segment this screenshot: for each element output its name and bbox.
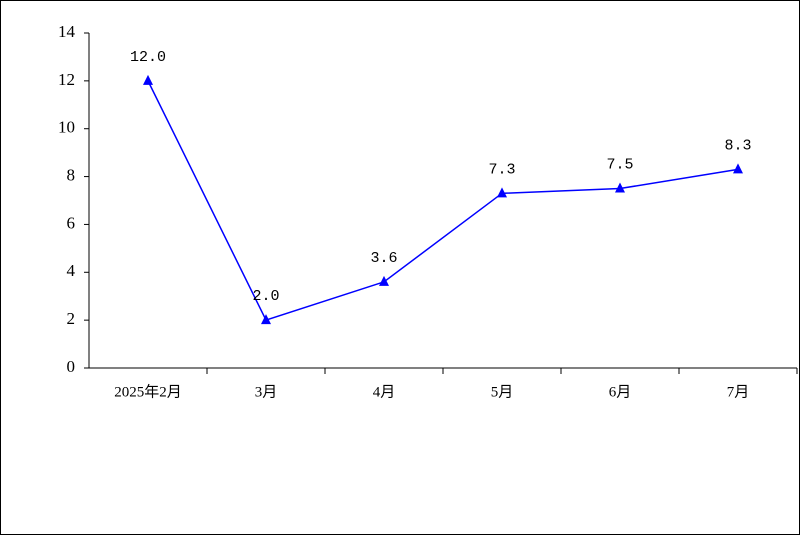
line — [147, 80, 739, 322]
x-tick-label: 7月 — [727, 384, 750, 400]
y-tick-label: 10 — [58, 118, 75, 137]
y-tick-label: 12 — [58, 70, 75, 89]
marker — [261, 314, 271, 325]
marker — [615, 182, 625, 193]
y-tick-label: 0 — [67, 357, 76, 376]
marker — [497, 187, 507, 198]
y-tick-label: 2 — [67, 309, 76, 328]
marker — [143, 74, 153, 85]
y-tick-label: 4 — [67, 261, 76, 280]
data-label: 7.3 — [488, 161, 515, 178]
data-label: 8.3 — [724, 137, 751, 154]
marker — [733, 163, 743, 174]
x-tick-label: 6月 — [609, 384, 632, 400]
data-label: 3.6 — [370, 250, 397, 267]
x-tick-label: 5月 — [491, 384, 514, 400]
y-tick-label: 8 — [67, 165, 76, 184]
data-label: 2.0 — [252, 288, 279, 305]
data-label: 12.0 — [130, 49, 166, 66]
y-tick-label: 6 — [67, 213, 76, 232]
data-label: 7.5 — [606, 157, 633, 174]
x-tick-label: 2025年2月 — [114, 383, 182, 400]
y-tick-label: 14 — [58, 22, 76, 41]
x-tick-label: 4月 — [373, 384, 396, 400]
x-tick-label: 3月 — [255, 384, 278, 400]
marker — [379, 275, 389, 286]
